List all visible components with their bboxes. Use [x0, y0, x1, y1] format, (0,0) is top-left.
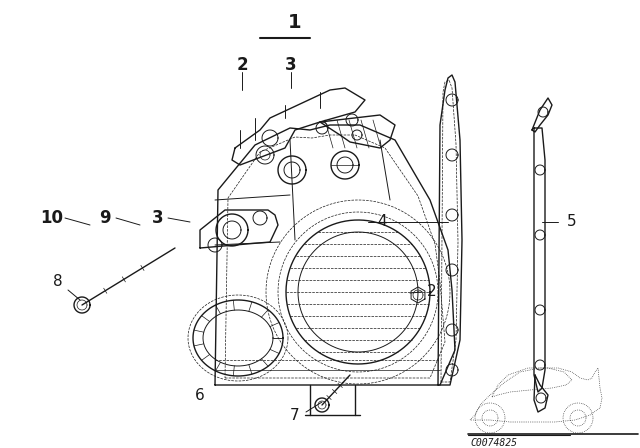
- Text: 4: 4: [377, 215, 387, 229]
- Text: 3: 3: [152, 209, 164, 227]
- Text: 8: 8: [53, 275, 63, 289]
- Text: 2: 2: [427, 284, 437, 300]
- Text: 7: 7: [290, 408, 300, 422]
- Text: C0074825: C0074825: [470, 438, 517, 448]
- Text: 5: 5: [567, 215, 577, 229]
- Text: 9: 9: [99, 209, 111, 227]
- Text: 10: 10: [40, 209, 63, 227]
- Text: 2: 2: [236, 56, 248, 74]
- Text: 1: 1: [288, 13, 302, 31]
- Text: 3: 3: [285, 56, 297, 74]
- Text: 6: 6: [195, 388, 205, 402]
